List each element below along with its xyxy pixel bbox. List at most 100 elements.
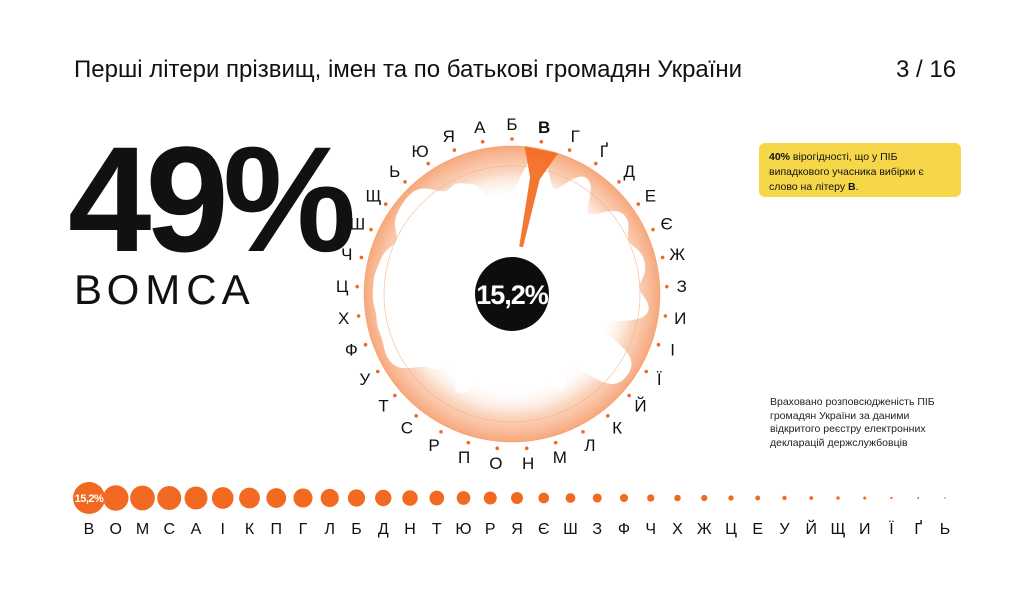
ring-dot [660, 255, 665, 260]
ring-dot [539, 140, 544, 144]
dot-letter: У [779, 521, 790, 538]
ring-dot [593, 161, 598, 166]
ring-letter: Я [443, 127, 455, 146]
ring-dot [665, 284, 669, 289]
dot-letter: Н [404, 521, 416, 538]
ring-dot [581, 429, 585, 434]
dot-letter: А [191, 521, 202, 538]
ring-letter: Й [634, 396, 646, 415]
ring-dot [636, 202, 641, 206]
dot-letter: Ц [725, 521, 737, 538]
dot-letter: Е [752, 521, 763, 538]
ring-dot [466, 440, 471, 445]
dot-mark [347, 489, 366, 507]
ring-letter: І [670, 341, 675, 360]
ring-dot [426, 161, 431, 166]
dot-letter: К [245, 521, 255, 538]
ring-letter: В [538, 118, 550, 137]
dot-mark [102, 485, 129, 511]
dot-letter: Щ [831, 521, 846, 538]
ring-letter: Ш [350, 214, 366, 233]
callout-end: . [855, 181, 859, 193]
dot-letter: Г [299, 521, 308, 538]
ring-dot [617, 180, 621, 184]
ring-letter: Ь [389, 162, 400, 181]
dot-mark [456, 491, 471, 505]
dot-mark [728, 495, 734, 501]
dot-letter: Й [806, 519, 818, 538]
ring-letter: Ж [669, 245, 685, 264]
dot-mark [701, 494, 708, 502]
dot-mark [647, 494, 655, 502]
dot-letter: Ь [940, 521, 951, 538]
ring-dot [644, 369, 649, 374]
dot-mark [130, 485, 155, 511]
dot-mark [755, 495, 761, 501]
ring-dot [627, 393, 631, 398]
dot-mark [782, 495, 787, 501]
ring-dot [355, 284, 359, 289]
callout-box: 40% вірогідності, що у ПІБ випадкового у… [759, 143, 961, 197]
ring-letter: Ф [345, 341, 358, 360]
center-badge [475, 257, 549, 331]
dots-chart: В О М С А І К П Г Л Б Д Н Т Ю Р Я Є Ш З Ф Ч Х Ж Ц Е У Й Щ И Ї Ґ Ь 15,2% [73, 482, 950, 538]
dot-letter: Ю [455, 521, 471, 538]
ring-letter: Б [506, 115, 517, 134]
ring-dot [656, 342, 661, 347]
ring-letter: З [677, 277, 687, 296]
dot-letter: І [221, 521, 225, 538]
dot-mark [293, 488, 313, 508]
dot-letter: Х [672, 521, 683, 538]
ring-dot [663, 314, 668, 318]
dot-letter: С [163, 521, 175, 538]
dot-mark [211, 487, 234, 509]
ring-letter: К [612, 419, 622, 438]
dot-letter: М [136, 521, 149, 538]
ring-letter: Р [428, 436, 439, 455]
ring-dot [651, 227, 655, 232]
dot-letter: И [859, 521, 871, 538]
ring-letter: Ц [336, 277, 349, 296]
callout-text: вірогідності, що у ПІБ випадкового учасн… [769, 151, 924, 193]
ring-letter: Х [338, 309, 349, 328]
ring-letter: И [674, 309, 686, 328]
ring-dot [606, 414, 610, 418]
ring-dot [383, 202, 388, 206]
ring-dot [369, 227, 373, 232]
dot-mark [917, 497, 920, 499]
headline-value: 49% [68, 115, 356, 283]
ring-dot [403, 180, 407, 184]
dot-mark [674, 494, 681, 502]
dot-mark [538, 492, 550, 504]
ring-letter: А [474, 118, 486, 137]
dot-mark [863, 496, 867, 500]
ring-dot [495, 446, 500, 451]
dot-mark [809, 496, 814, 500]
ring-letter: Н [522, 454, 534, 473]
ring-dot [363, 342, 368, 347]
callout-percent: 40% [769, 151, 791, 163]
ring-dot [524, 446, 529, 451]
ring-dot [510, 137, 514, 141]
dot-mark [157, 486, 182, 510]
ring-letter: Ґ [600, 142, 608, 161]
dot-letter: Л [325, 521, 336, 538]
dots-first-label: 15,2% [75, 493, 104, 505]
ring-dot [414, 414, 418, 418]
ring-letter: Л [584, 436, 595, 455]
dot-mark [402, 490, 418, 506]
page-counter: 3 / 16 [896, 56, 957, 83]
dot-mark [184, 486, 208, 510]
dot-mark [836, 496, 840, 500]
dot-mark [619, 493, 629, 503]
ring-letter: Т [378, 396, 388, 415]
ring-letter: П [458, 448, 470, 467]
ring-dot [375, 369, 380, 374]
ring-letter: Ю [411, 142, 428, 161]
dot-mark [565, 493, 576, 503]
source-note: Враховано розповсюдженість ПІБ громадян … [770, 396, 935, 449]
ring-dot [553, 440, 558, 445]
dot-mark [73, 482, 105, 514]
ring-dot [452, 148, 457, 152]
ring-letter: Г [571, 127, 580, 146]
